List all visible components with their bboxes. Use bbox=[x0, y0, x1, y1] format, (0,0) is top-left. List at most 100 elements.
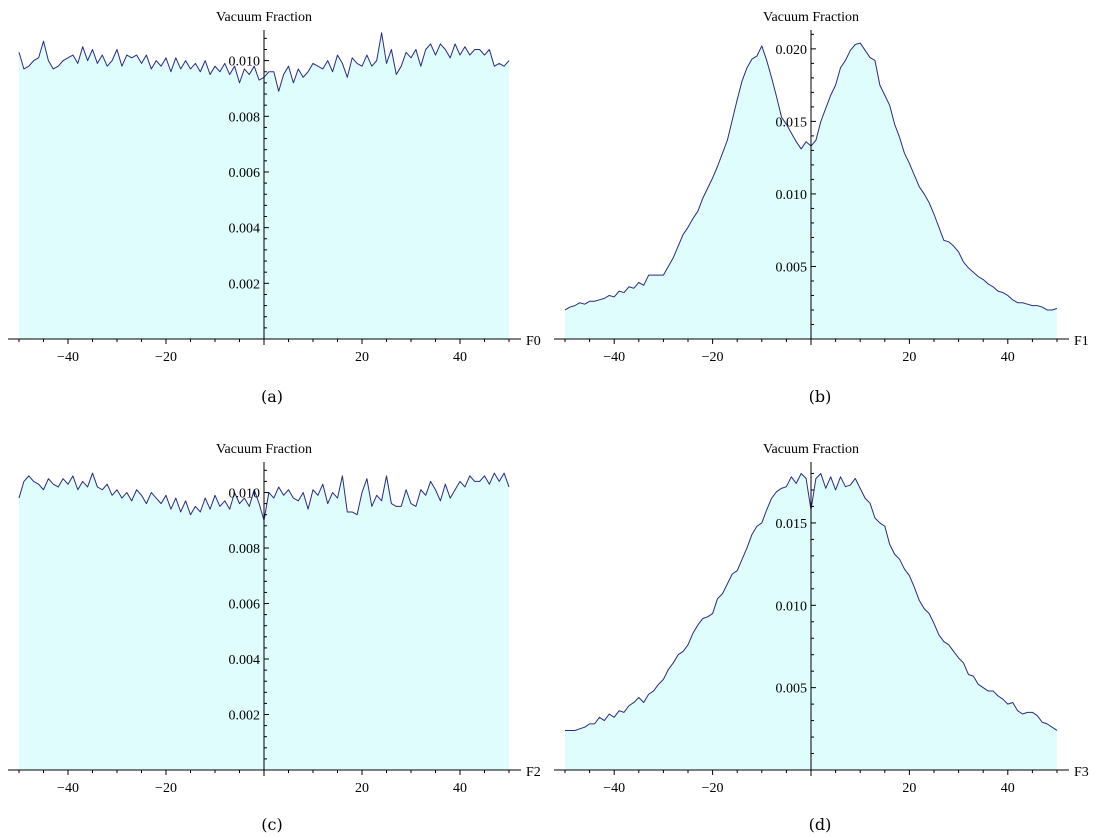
data-point bbox=[796, 141, 797, 142]
data-point bbox=[648, 694, 649, 695]
data-point bbox=[28, 475, 29, 476]
data-point bbox=[136, 489, 137, 490]
data-point bbox=[668, 266, 669, 267]
x-tick-label: −20 bbox=[155, 781, 177, 796]
data-point bbox=[450, 57, 451, 58]
data-point bbox=[914, 174, 915, 175]
chart-title: Vacuum Fraction bbox=[763, 442, 859, 457]
data-point bbox=[420, 66, 421, 67]
data-point bbox=[82, 46, 83, 47]
data-point bbox=[273, 71, 274, 72]
data-point bbox=[648, 275, 649, 276]
data-point bbox=[963, 262, 964, 263]
data-point bbox=[801, 473, 802, 474]
data-point bbox=[308, 509, 309, 510]
data-point bbox=[77, 63, 78, 64]
data-point bbox=[609, 713, 610, 714]
data-point bbox=[958, 657, 959, 658]
data-point bbox=[860, 488, 861, 489]
data-point bbox=[992, 690, 993, 691]
x-tick-label: 20 bbox=[902, 781, 916, 796]
data-point bbox=[805, 141, 806, 142]
data-point bbox=[229, 74, 230, 75]
data-point bbox=[161, 503, 162, 504]
data-point bbox=[692, 218, 693, 219]
data-point bbox=[707, 188, 708, 189]
data-point bbox=[303, 77, 304, 78]
data-point bbox=[504, 473, 505, 474]
data-point bbox=[33, 60, 34, 61]
data-point bbox=[992, 286, 993, 287]
data-point bbox=[450, 497, 451, 498]
data-point bbox=[584, 727, 585, 728]
data-point bbox=[396, 506, 397, 507]
data-point bbox=[386, 475, 387, 476]
data-point bbox=[928, 202, 929, 203]
data-point bbox=[102, 54, 103, 55]
data-point bbox=[978, 276, 979, 277]
data-point bbox=[342, 63, 343, 64]
data-point bbox=[278, 486, 279, 487]
data-point bbox=[175, 497, 176, 498]
data-point bbox=[18, 52, 19, 53]
x-tick-label: 40 bbox=[1001, 350, 1015, 365]
data-point bbox=[574, 730, 575, 731]
data-point bbox=[67, 484, 68, 485]
data-point bbox=[614, 296, 615, 297]
data-point bbox=[1027, 712, 1028, 713]
data-point bbox=[72, 475, 73, 476]
data-point bbox=[628, 705, 629, 706]
y-tick-label: 0.015 bbox=[776, 517, 808, 532]
data-point bbox=[722, 593, 723, 594]
data-point bbox=[347, 511, 348, 512]
data-point bbox=[469, 54, 470, 55]
data-point bbox=[687, 644, 688, 645]
data-point bbox=[727, 140, 728, 141]
data-point bbox=[1032, 305, 1033, 306]
y-tick-label: 0.015 bbox=[776, 115, 808, 130]
data-point bbox=[653, 690, 654, 691]
data-point bbox=[1047, 723, 1048, 724]
data-point bbox=[756, 56, 757, 57]
data-point bbox=[678, 654, 679, 655]
data-point bbox=[933, 623, 934, 624]
data-point bbox=[312, 489, 313, 490]
data-point bbox=[97, 63, 98, 64]
data-point bbox=[569, 306, 570, 307]
data-point bbox=[899, 559, 900, 560]
data-point bbox=[594, 723, 595, 724]
data-point bbox=[589, 301, 590, 302]
data-point bbox=[401, 66, 402, 67]
panel-caption: (c) bbox=[261, 815, 282, 834]
data-point bbox=[884, 526, 885, 527]
data-point bbox=[357, 514, 358, 515]
data-point bbox=[673, 257, 674, 258]
data-point bbox=[924, 608, 925, 609]
data-point bbox=[564, 309, 565, 310]
data-point bbox=[579, 728, 580, 729]
data-point bbox=[766, 60, 767, 61]
data-point bbox=[391, 49, 392, 50]
data-point bbox=[48, 60, 49, 61]
y-tick-label: 0.004 bbox=[229, 653, 261, 668]
data-point bbox=[820, 121, 821, 122]
data-point bbox=[658, 275, 659, 276]
data-point bbox=[43, 489, 44, 490]
data-point bbox=[604, 720, 605, 721]
data-point bbox=[850, 50, 851, 51]
data-point bbox=[337, 54, 338, 55]
data-point bbox=[410, 503, 411, 504]
data-point bbox=[200, 511, 201, 512]
data-point bbox=[347, 77, 348, 78]
data-point bbox=[23, 481, 24, 482]
data-point bbox=[1027, 304, 1028, 305]
data-point bbox=[820, 473, 821, 474]
data-point bbox=[988, 283, 989, 284]
data-point bbox=[1051, 309, 1052, 310]
data-point bbox=[638, 697, 639, 698]
chart-title: Vacuum Fraction bbox=[763, 10, 859, 25]
data-point bbox=[205, 497, 206, 498]
data-point bbox=[1007, 704, 1008, 705]
data-point bbox=[494, 473, 495, 474]
data-point bbox=[63, 60, 64, 61]
